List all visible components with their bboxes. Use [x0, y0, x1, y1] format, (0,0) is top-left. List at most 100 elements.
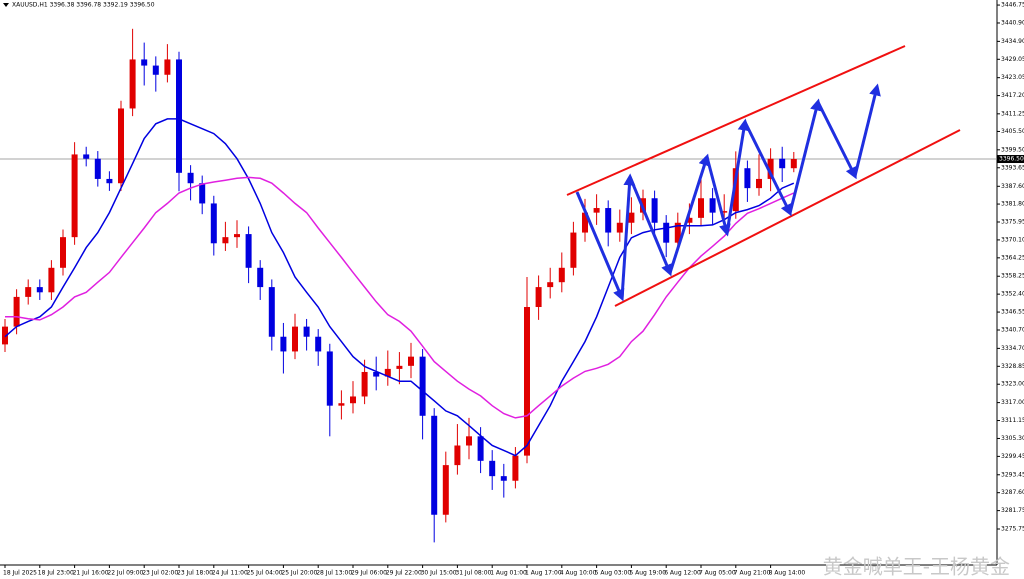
y-tick-label: 3364.25 [1001, 254, 1024, 261]
candle-body [396, 365, 403, 369]
candle-body [442, 465, 449, 515]
x-tick-label: 30 Jul 15:00 [421, 570, 457, 577]
candle-body [373, 371, 380, 377]
candle-body [628, 212, 635, 223]
candle-body [303, 326, 310, 337]
x-tick-label: 8 Aug 14:00 [769, 570, 806, 577]
candle-body [257, 267, 264, 288]
x-tick-label: 23 Jul 02:00 [142, 570, 178, 577]
y-tick-label: 3305.30 [1001, 435, 1024, 442]
candle-body [13, 296, 20, 327]
candle-body [234, 234, 240, 238]
y-tick-label: 3323.00 [1001, 381, 1024, 388]
candle-body [744, 168, 751, 189]
arrow [743, 121, 792, 217]
drawings [566, 45, 961, 307]
y-tick-label: 3287.60 [1001, 489, 1024, 496]
chart-title: XAUUSD,H1 3396.38 3396.78 3392.19 3396.5… [12, 2, 155, 9]
x-tick-label: 23 Jul 18:00 [177, 570, 213, 577]
candle-body [512, 455, 519, 481]
moving-average-line [4, 118, 795, 457]
arrow [816, 101, 857, 180]
candle-body [408, 356, 414, 366]
y-tick-label: 3299.45 [1001, 453, 1024, 460]
candle-body [315, 336, 322, 352]
candle-body [338, 403, 345, 406]
x-tick-label: 1 Aug 01:00 [490, 570, 527, 577]
y-tick-label: 3311.15 [1001, 417, 1024, 424]
arrow [575, 191, 625, 302]
candle-body [106, 178, 113, 184]
candle-body [558, 267, 565, 283]
candle-body [547, 282, 554, 288]
candle-body [60, 237, 66, 268]
candle-body [83, 154, 90, 159]
candle-body [651, 198, 658, 223]
candle-body [210, 203, 217, 244]
y-tick-label: 3293.45 [1001, 471, 1024, 478]
candle-body [686, 217, 693, 223]
candle-body [152, 65, 159, 75]
candle-body [2, 326, 8, 345]
y-tick-label: 3446.75 [1001, 2, 1024, 9]
channel-upper [566, 45, 906, 196]
candle-body [361, 371, 368, 397]
candle-body [245, 234, 252, 268]
candle-body [187, 172, 194, 184]
x-tick-label: 25 Jul 20:00 [281, 570, 317, 577]
y-tick-label: 3393.65 [1001, 164, 1024, 171]
candle-body [280, 336, 287, 352]
y-tick-label: 3275.75 [1001, 525, 1024, 532]
y-tick-label: 3423.05 [1001, 74, 1024, 81]
candle-body [524, 307, 530, 456]
candle-body [790, 159, 797, 169]
candle-body [129, 59, 136, 109]
x-tick-label: 1 Aug 17:00 [525, 570, 562, 577]
y-tick-label: 3346.55 [1001, 309, 1024, 316]
y-tick-label: 3281.75 [1001, 507, 1024, 514]
y-tick-label: 3381.80 [1001, 201, 1024, 208]
y-tick-label: 3440.90 [1001, 19, 1024, 26]
marks [0, 28, 997, 543]
candle-body [94, 158, 101, 179]
y-tick-label: 3411.25 [1001, 110, 1024, 117]
candle-body [431, 415, 438, 515]
y-tick-label: 3375.95 [1001, 218, 1024, 225]
y-tick-label: 3334.70 [1001, 345, 1024, 352]
candle-body [570, 232, 577, 268]
candle-body [176, 59, 182, 173]
y-tick-label: 3399.50 [1001, 146, 1024, 153]
zigzag-arrows [575, 83, 881, 302]
candle-body [535, 287, 542, 308]
arrow [668, 153, 711, 274]
candle-body [582, 212, 588, 233]
y-tick-label: 3429.05 [1001, 56, 1024, 63]
channel-lower [614, 129, 961, 307]
candle-body [756, 178, 762, 189]
x-tick-label: 29 Jul 22:00 [386, 570, 422, 577]
symbol-icon [3, 3, 9, 7]
candle-body [141, 59, 148, 66]
y-tick-label: 3340.70 [1001, 326, 1024, 333]
x-tick-label: 24 Jul 11:00 [212, 570, 248, 577]
candle-body [419, 356, 426, 416]
watermark: 黄金喊单王-王杨黄金 [823, 555, 1010, 579]
candle-body [477, 436, 484, 461]
candle-body [384, 368, 391, 377]
current-price-box [997, 155, 1024, 164]
candle-body [767, 158, 774, 179]
candle-body [605, 208, 612, 233]
x-tick-label: 7 Aug 05:00 [699, 570, 736, 577]
candle-body [698, 198, 704, 218]
candle-body [489, 460, 496, 477]
y-tick-label: 3405.50 [1001, 128, 1024, 135]
candle-body [292, 326, 298, 352]
x-tick-label: 18 Jul 23:00 [38, 570, 74, 577]
candle-body [663, 222, 670, 243]
plot-area [0, 0, 997, 565]
candle-body [732, 168, 739, 212]
current-price-label: 3396.50 [999, 156, 1024, 163]
candle-body [466, 436, 472, 446]
